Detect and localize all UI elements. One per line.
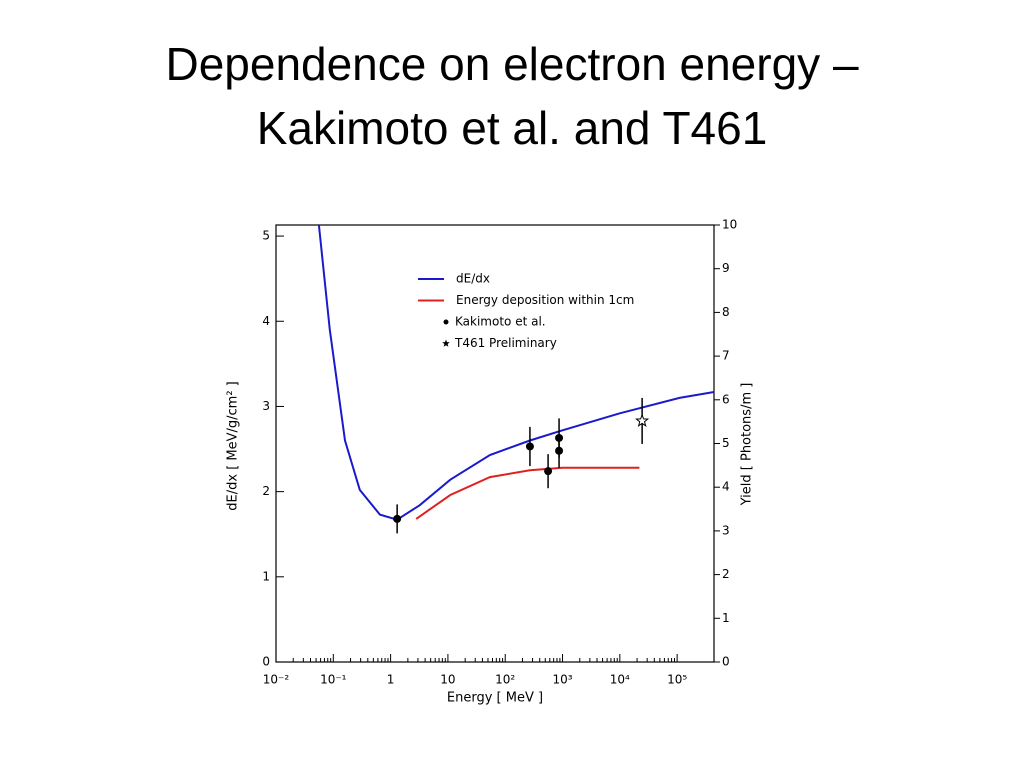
legend-label: dE/dx	[456, 272, 490, 286]
y2-tick-label: 6	[722, 392, 730, 406]
y2-tick-label: 7	[722, 349, 730, 363]
y-tick-label: 5	[262, 229, 270, 243]
legend-label: Energy deposition within 1cm	[456, 293, 634, 307]
y-tick-label: 3	[262, 399, 270, 413]
x-tick-label: 10²	[495, 673, 515, 687]
legend-swatch	[442, 339, 450, 347]
slide-title: Kakimoto et al. and T461	[257, 102, 768, 154]
data-point	[525, 442, 534, 451]
x-tick-label: 10⁻¹	[320, 673, 347, 687]
data-point	[555, 446, 564, 455]
y2-tick-label: 9	[722, 261, 730, 275]
y2-tick-label: 1	[722, 611, 730, 625]
legend-label: Kakimoto et al.	[455, 315, 546, 329]
data-point	[635, 413, 650, 427]
x-tick-label: 10⁴	[610, 673, 630, 687]
data-line	[317, 224, 715, 521]
data-point	[544, 467, 553, 476]
y-tick-label: 1	[262, 569, 270, 583]
y2-tick-label: 4	[722, 480, 730, 494]
x-tick-label: 10³	[552, 673, 572, 687]
y2-tick-label: 10	[722, 218, 737, 232]
legend-swatch	[443, 319, 449, 325]
y-tick-label: 4	[262, 314, 270, 328]
y-axis-label: dE/dx [ MeV/g/cm² ]	[226, 381, 241, 510]
y2-tick-label: 8	[722, 305, 730, 319]
x-tick-label: 10	[440, 673, 455, 687]
x-tick-label: 1	[387, 673, 395, 687]
x-axis-label: Energy [ MeV ]	[447, 691, 543, 706]
y-tick-label: 2	[262, 484, 270, 498]
data-line	[415, 466, 640, 520]
slide-title: Dependence on electron energy –	[165, 38, 858, 90]
legend-label: T461 Preliminary	[454, 336, 557, 350]
y2-tick-label: 2	[722, 567, 730, 581]
y2-tick-label: 0	[722, 655, 730, 669]
y2-tick-label: 5	[722, 436, 730, 450]
x-tick-label: 10⁵	[667, 673, 687, 687]
y-tick-label: 0	[262, 655, 270, 669]
x-tick-label: 10⁻²	[263, 673, 290, 687]
plot-frame	[275, 224, 715, 663]
y2-tick-label: 3	[722, 523, 730, 537]
y2-axis-label: Yield [ Photons/m ]	[740, 383, 755, 507]
data-point	[393, 514, 402, 523]
